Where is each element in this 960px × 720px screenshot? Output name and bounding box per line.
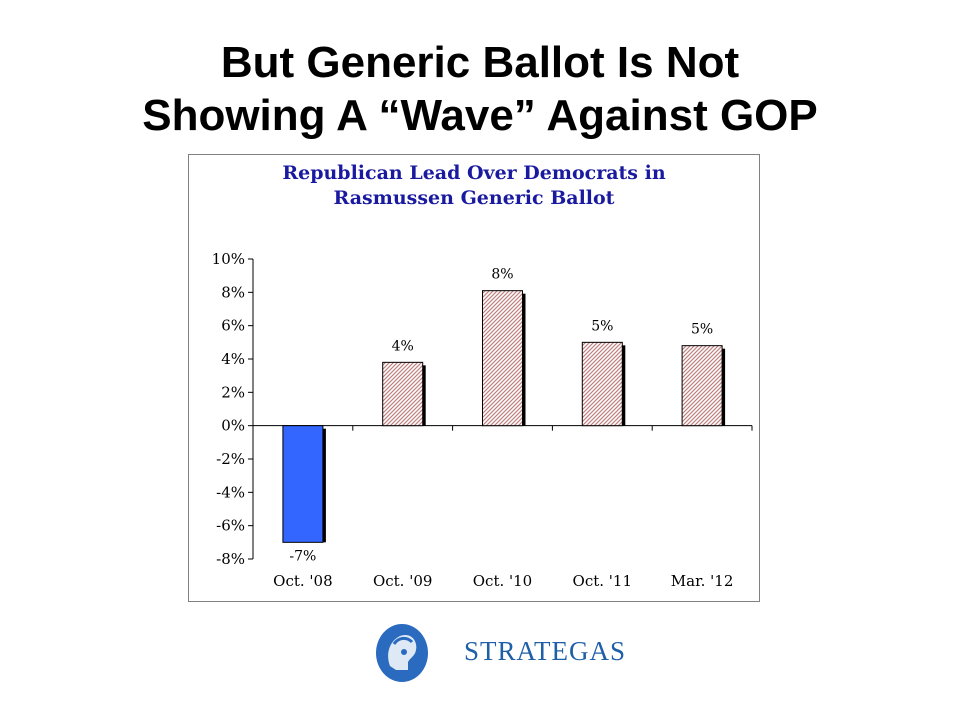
data-label: 8% <box>491 267 513 283</box>
logo-text: STRATEGAS <box>464 636 627 666</box>
strategas-logo: STRATEGAS <box>372 622 625 684</box>
bar-chart: 10% 8% 6% 4% 2% 0% -2% -4% -6% -8% -7% Oct. '08 4% Oc… <box>212 250 753 590</box>
slide-title-line2: Showing A “Wave” Against GOP <box>142 91 818 140</box>
bar <box>282 425 324 543</box>
y-tick-label: 4% <box>221 350 245 368</box>
category-label: Mar. '12 <box>671 572 734 590</box>
y-tick-label: 10% <box>212 250 245 268</box>
y-tick-label: 8% <box>221 283 245 301</box>
y-tick-label: -8% <box>216 550 245 568</box>
category-label: Oct. '08 <box>273 572 332 590</box>
y-tick-label: 0% <box>221 417 245 435</box>
chart-frame: Republican Lead Over Democrats in Rasmus… <box>188 154 760 602</box>
y-tick-label: -4% <box>216 483 245 501</box>
data-label: 5% <box>591 318 613 334</box>
data-label: -7% <box>289 548 316 564</box>
bar <box>482 290 523 427</box>
helmet-emblem-icon <box>376 624 428 682</box>
y-tick-label: -2% <box>216 450 245 468</box>
category-label: Oct. '09 <box>373 572 432 590</box>
chart-title-line1: Republican Lead Over Democrats in <box>282 162 666 184</box>
chart-title: Republican Lead Over Democrats in Rasmus… <box>189 161 759 211</box>
slide-title: But Generic Ballot Is Not Showing A “Wav… <box>0 36 960 142</box>
data-label: 4% <box>392 338 414 354</box>
bar <box>581 341 623 427</box>
category-label: Oct. '11 <box>573 572 632 590</box>
bar <box>382 361 424 427</box>
chart-title-line2: Rasmussen Generic Ballot <box>333 187 615 209</box>
data-label: 5% <box>691 322 713 338</box>
y-tick-label: 2% <box>221 383 245 401</box>
bar <box>681 345 723 427</box>
y-tick-label: -6% <box>216 517 245 535</box>
category-label: Oct. '10 <box>473 572 532 590</box>
y-tick-label: 6% <box>221 317 245 335</box>
slide-title-line1: But Generic Ballot Is Not <box>220 38 740 87</box>
